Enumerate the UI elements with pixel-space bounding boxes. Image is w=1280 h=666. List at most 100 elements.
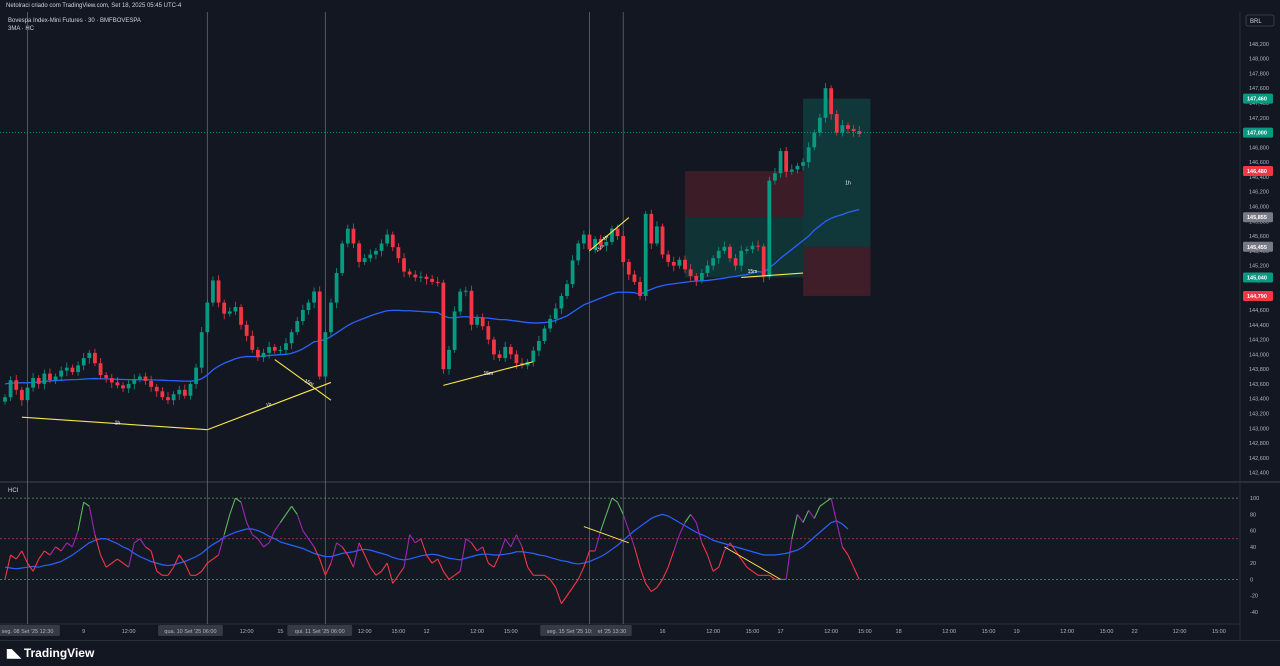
hci-fast-segment [302,530,309,540]
candle-body [615,228,620,237]
price-tag [1243,93,1273,104]
candle-body [733,258,738,266]
price-tag [1243,127,1273,138]
tradingview-logo[interactable]: ▮◣ TradingView [6,646,94,660]
hci-fast-segment [768,574,776,580]
price-tag-label: 145,855 [1247,215,1267,221]
hci-fast-segment [77,502,85,531]
time-axis[interactable]: seg. 08 Set '25 12:30 9 12:00 qua. 10 Set '… [0,625,1226,636]
candle-body [239,307,243,325]
candle-body [638,281,642,296]
price-axis[interactable]: 148,200 148,000 147,800 147,600 147,400 147,2… [1249,42,1269,477]
candle-body [374,250,378,255]
hci-fast-segment [437,558,444,572]
hci-fast-segment [454,570,461,576]
time-tick-label: 15:00 [746,629,760,635]
price-tag-label: 145,455 [1247,245,1267,251]
hci-fast-segment [802,510,810,523]
hci-fast-segment [476,546,484,552]
time-tick-label: 16 [659,629,665,635]
candle-body [699,273,704,281]
hci-fast-segment [746,566,753,572]
candle-body [396,247,401,259]
candle-body [385,234,390,244]
hci-fast-segment [296,514,304,531]
hci-fast-segment [88,506,96,535]
hci-fast-segment [583,550,590,568]
time-tick-label: 15:00 [392,629,406,635]
candle-body [256,349,260,358]
position-boxes[interactable] [685,98,871,296]
candle-body [357,243,361,262]
hci-pane[interactable] [0,483,1240,623]
hci-fast-segment [819,501,826,507]
hci-fast-segment [291,505,298,515]
tradingview-logo-text: TradingView [23,646,95,660]
candle-body [610,228,614,242]
hci-fast-segment [94,534,102,556]
candle-body [233,307,238,312]
candle-body [711,258,716,266]
candle-body [829,88,834,115]
candle-body [177,389,182,395]
time-tick-label: 12:00 [942,629,956,635]
time-tick-label: 12:00 [240,629,254,635]
currency-badge[interactable] [1245,14,1275,27]
candle-body [64,367,69,371]
trendline-1h-d [741,272,804,279]
candle-body [598,239,603,246]
candle-body [537,341,541,351]
hci-axis[interactable]: 100 80 60 40 20 0 -20 -40 [0,496,1259,616]
price-tick-label: 147,400 [1249,101,1269,107]
candle-body [137,376,142,380]
candle-body [8,380,13,398]
candle-body [621,236,626,262]
hci-fast-segment [381,562,388,572]
hci-fast-segment [352,542,360,568]
candle-body [205,302,210,333]
indicator-label: 3MA · HC [8,26,35,32]
price-tick-label: 143,400 [1249,397,1269,403]
candle-body [295,321,300,333]
candle-body [469,290,474,325]
hci-fast-segment [600,514,607,531]
hci-tick-label: 60 [1250,529,1256,535]
hci-fast-segment [442,570,450,580]
main-pane[interactable] [0,12,1240,480]
hci-fast-segment [544,574,551,580]
hci-fast-segment [836,522,843,547]
candle-body [795,165,800,170]
candle-body [345,228,350,244]
hci-fast-segment [729,542,737,552]
hci-oscillator [4,497,860,605]
hci-fast-segment [560,595,568,605]
hci-fast-segment [341,546,349,556]
hci-fast-segment [263,542,270,548]
hci-fast-segment [229,497,236,515]
price-tag [1243,290,1273,301]
candle-body [683,259,687,270]
candle-body [660,226,665,255]
candle-body [823,88,828,118]
hci-fast-segment [431,558,439,564]
candle-body [508,346,513,355]
hci-fast-segment [167,566,175,576]
time-tick-label: 12:00 [824,629,838,635]
price-tick-label: 143,600 [1249,382,1269,388]
candle-body [334,273,339,303]
price-tick-label: 143,000 [1249,426,1269,432]
hci-fast-segment [10,554,17,560]
hci-fast-segment [403,534,411,568]
candle-body [778,151,783,174]
hci-fast-segment [117,558,124,564]
hci-label: HCI [8,488,19,494]
candle-body [486,326,491,340]
hci-fast-segment [690,514,697,523]
candle-body [25,387,30,401]
candle-body [846,125,850,129]
hci-fast-segment [240,502,248,523]
candle-body [840,125,845,133]
hci-tick-label: -20 [1250,594,1258,600]
